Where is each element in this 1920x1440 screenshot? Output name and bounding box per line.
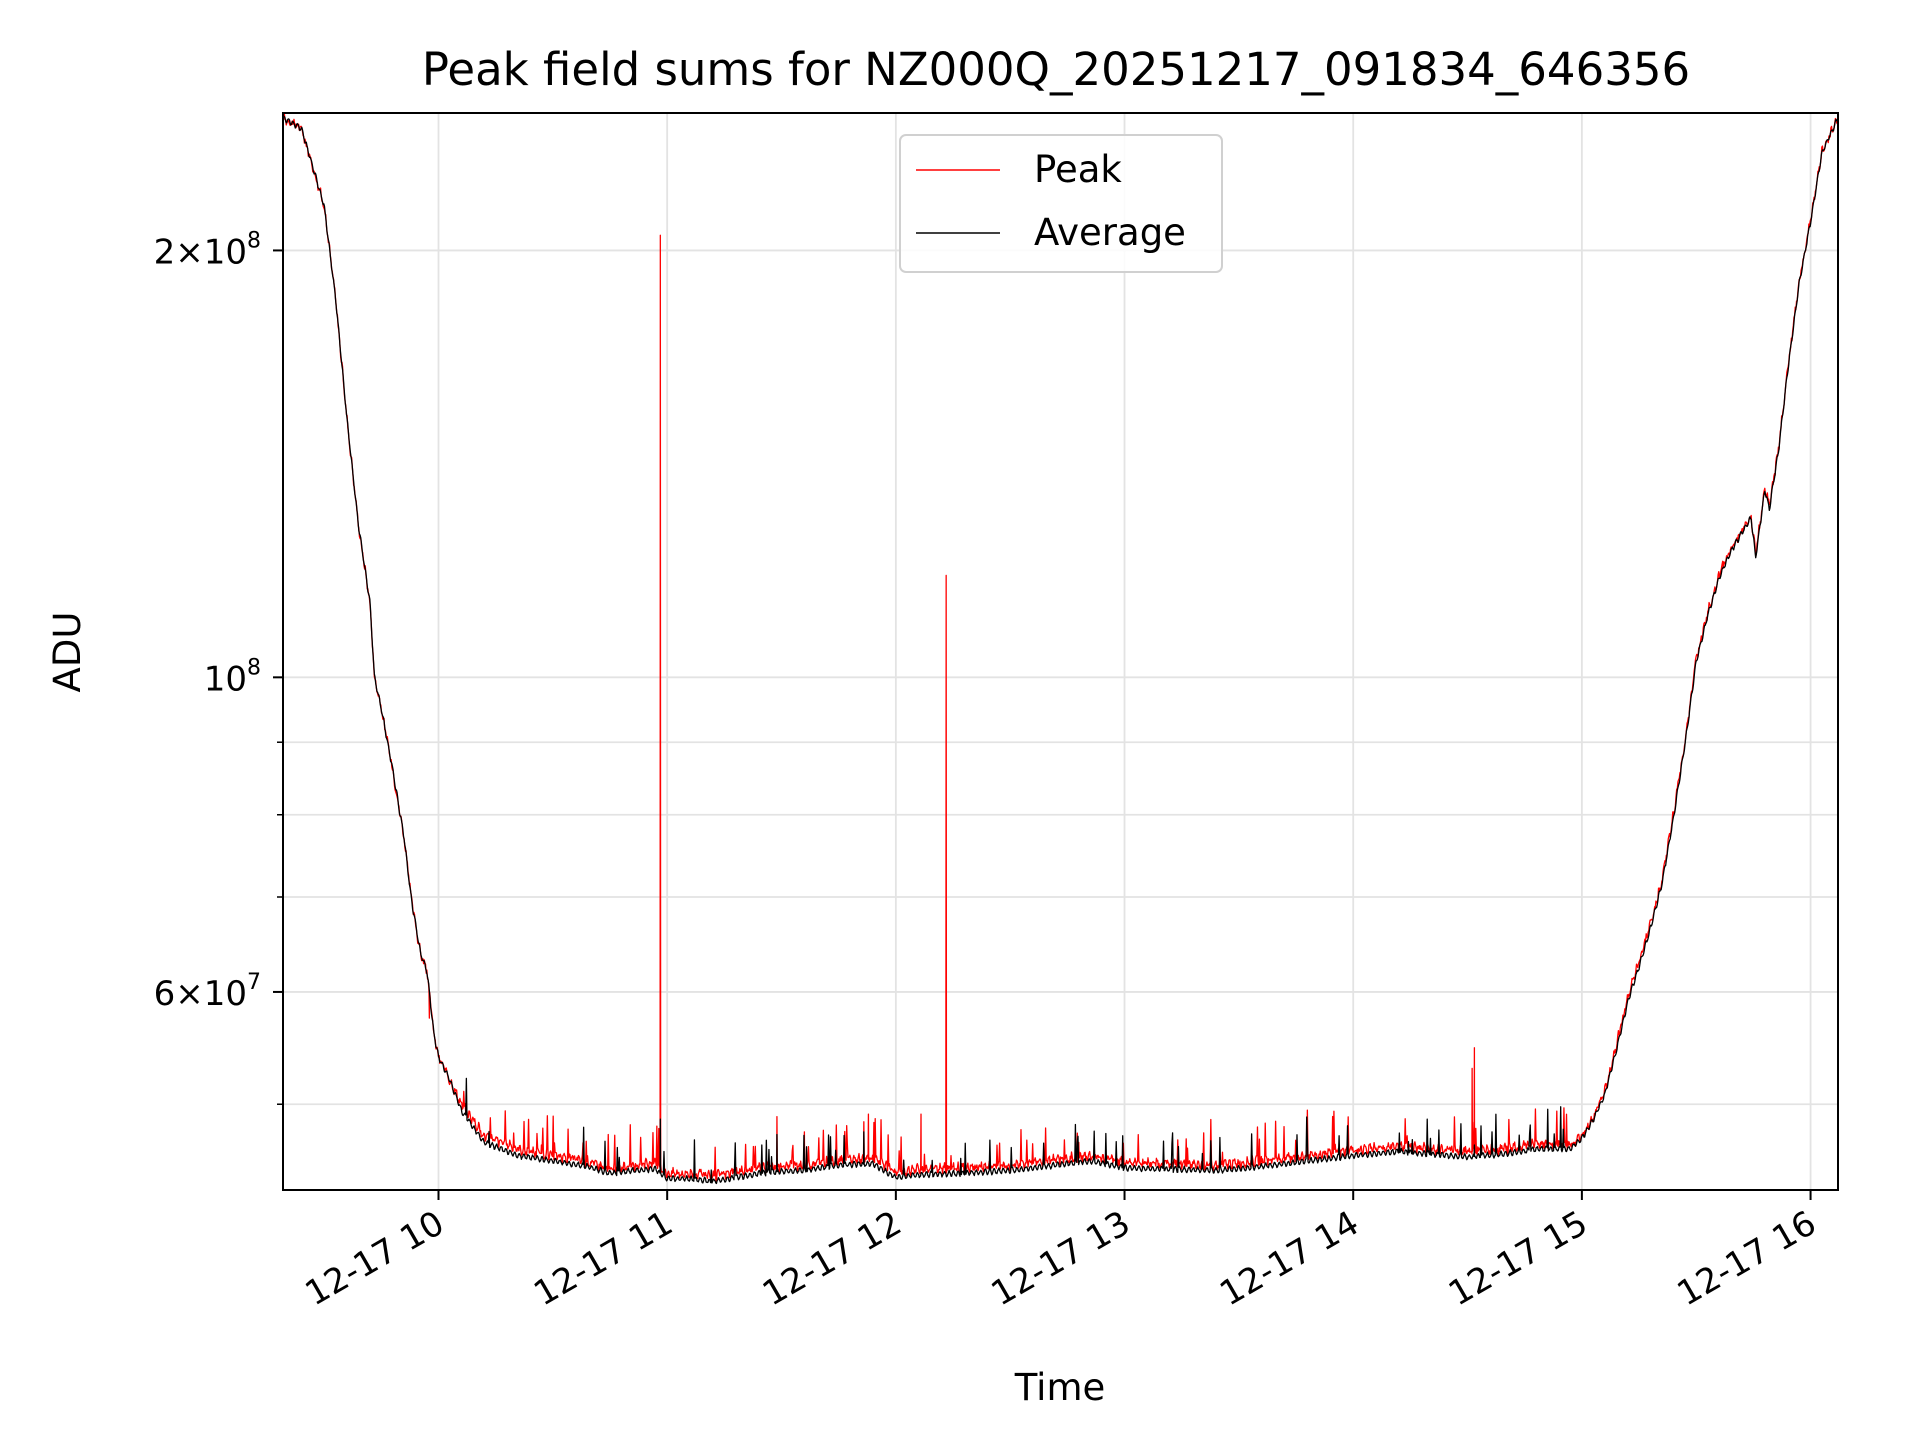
y-tick-label: 2×108 [154, 228, 261, 272]
series-line-average [283, 115, 1838, 1185]
y-axis-label: ADU [46, 612, 89, 693]
legend-label-average: Average [1034, 211, 1186, 254]
y-tick-label: 108 [204, 655, 261, 699]
plot-area [282, 112, 1839, 1191]
chart-title: Peak field sums for NZ000Q_20251217_0918… [422, 43, 1690, 96]
series-line-peak [283, 113, 1838, 1182]
legend: Peak Average [899, 134, 1223, 273]
plot-frame [282, 112, 1839, 1191]
y-axis: 2×108 108 6×107 [154, 228, 283, 1105]
y-tick-label: 6×107 [154, 970, 261, 1014]
grid-lines [283, 113, 1838, 1190]
series-lines [283, 113, 1838, 1185]
x-axis-label: Time [1014, 1366, 1106, 1409]
legend-label-peak: Peak [1034, 148, 1122, 191]
